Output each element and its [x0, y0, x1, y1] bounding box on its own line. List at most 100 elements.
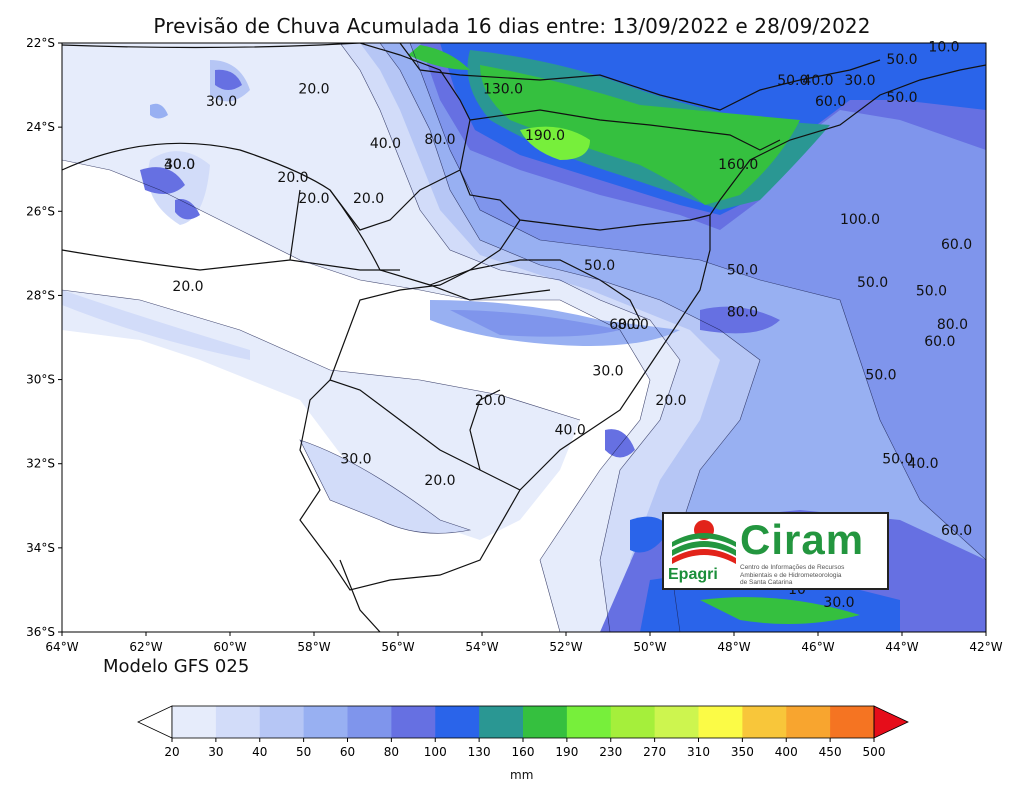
- lon-tick-label: 64°W: [45, 640, 78, 654]
- lon-tick-label: 48°W: [717, 640, 750, 654]
- colorbar-bin: [830, 706, 875, 738]
- colorbar-tick-label: 30: [208, 745, 223, 759]
- subtitle-line: Ambientais e de Hidrometeorologia: [740, 571, 842, 579]
- lon-tick-label: 50°W: [633, 640, 666, 654]
- colorbar-bin: [654, 706, 699, 738]
- colorbar-tick-label: 60: [340, 745, 355, 759]
- colorbar-bin: [391, 706, 436, 738]
- colorbar-bin: [172, 706, 217, 738]
- epagri-emblem-icon: [672, 520, 736, 564]
- colorbar-tick-label: 400: [775, 745, 798, 759]
- lat-tick-label: 22°S: [26, 36, 55, 50]
- contour-label: 40.0: [370, 136, 401, 152]
- colorbar-tick-label: 40: [252, 745, 267, 759]
- lon-tick-label: 44°W: [885, 640, 918, 654]
- colorbar-bin: [566, 706, 612, 738]
- precipitation-field: [62, 43, 986, 632]
- colorbar-tick-label: 190: [555, 745, 578, 759]
- contour-label: 80.0: [424, 132, 455, 148]
- lat-tick-label: 36°S: [26, 625, 55, 639]
- contour-label: 40.0: [907, 456, 938, 472]
- contour-label: 160.0: [718, 157, 758, 173]
- contour-label: 20.0: [298, 191, 329, 207]
- colorbar-tick-label: 350: [731, 745, 754, 759]
- model-label: Modelo GFS 025: [103, 656, 250, 677]
- lon-tick-label: 56°W: [381, 640, 414, 654]
- lon-tick-label: 42°W: [969, 640, 1002, 654]
- contour-label: 50.0: [584, 258, 615, 274]
- contour-label: 80.0: [937, 317, 968, 333]
- contour-label: 20.0: [655, 393, 686, 409]
- lon-tick-label: 60°W: [213, 640, 246, 654]
- contour-label: 10.0: [928, 39, 959, 55]
- contour-label: 30.0: [206, 94, 237, 110]
- contour-label: 30.0: [340, 452, 371, 468]
- colorbar-tick-label: 270: [643, 745, 666, 759]
- contour-label: 50.0: [727, 262, 758, 278]
- colorbar-bin: [610, 706, 656, 738]
- contour-label: 190.0: [525, 128, 565, 144]
- longitude-axis: 64°W 62°W 60°W 58°W 56°W 54°W 52°W 50°W 48°W 46°W…: [45, 632, 1003, 654]
- colorbar-tick-label: 50: [296, 745, 311, 759]
- colorbar-bin: [435, 706, 480, 738]
- colorbar-bin: [303, 706, 348, 738]
- contour-label: 50.0: [882, 452, 913, 468]
- lon-tick-label: 46°W: [801, 640, 834, 654]
- colorbar-bin: [259, 706, 305, 738]
- colorbar-tick-label: 130: [468, 745, 491, 759]
- colorbar: 20 30 40 50 60 80 100 130 160 190 230 270 310 350 400 4…: [137, 705, 909, 759]
- contour-label: 40.0: [802, 73, 833, 89]
- lat-tick-label: 28°S: [26, 288, 55, 302]
- contour-lines: [62, 43, 986, 632]
- contour-label: 20.0: [424, 473, 455, 489]
- contour-label: 80.0: [727, 304, 758, 320]
- lat-tick-label: 24°S: [26, 120, 55, 134]
- colorbar-bin: [347, 706, 392, 738]
- contour-label: 50.0: [886, 52, 917, 68]
- colorbar-bin: [479, 706, 524, 738]
- contour-label: 30.0: [844, 73, 875, 89]
- contour-label: 30.0: [592, 363, 623, 379]
- colorbar-bin: [742, 706, 787, 738]
- lat-tick-label: 30°S: [26, 373, 55, 387]
- subtitle-line: de Santa Catarina: [740, 579, 793, 586]
- contour-label: 50.0: [886, 90, 917, 106]
- contour-label: 100.0: [840, 212, 880, 228]
- colorbar-tick-label: 100: [424, 745, 447, 759]
- contour-label: 80.0: [618, 317, 649, 333]
- lat-tick-label: 34°S: [26, 541, 55, 555]
- colorbar-tick-label: 500: [863, 745, 886, 759]
- colorbar-tick-label: 310: [687, 745, 710, 759]
- colorbar-tick-label: 160: [512, 745, 535, 759]
- contour-label: 40.0: [164, 157, 195, 173]
- lon-tick-label: 54°W: [465, 640, 498, 654]
- epagri-wordmark: Epagri: [668, 566, 718, 583]
- contour-label: 50.0: [916, 283, 947, 299]
- contour-label: 60.0: [609, 317, 640, 333]
- colorbar-bin: [523, 706, 568, 738]
- lon-tick-label: 58°W: [297, 640, 330, 654]
- lat-tick-label: 32°S: [26, 457, 55, 471]
- lon-tick-label: 62°W: [129, 640, 162, 654]
- colorbar-tick-label: 450: [819, 745, 842, 759]
- colorbar-bin: [698, 706, 743, 738]
- political-boundaries: [62, 43, 986, 632]
- colorbar-bin: [215, 706, 261, 738]
- colorbar-under-arrow: [137, 705, 173, 739]
- contour-label: 60.0: [941, 523, 972, 539]
- colorbar-tick-label: 80: [384, 745, 399, 759]
- contour-label: 20.0: [475, 393, 506, 409]
- contour-label: 30.0: [823, 595, 854, 611]
- subtitle-line: Centro de Informações de Recursos: [740, 564, 845, 571]
- contour-label: 50.0: [857, 275, 888, 291]
- contour-label: 60.0: [924, 334, 955, 350]
- contour-label: 20.0: [277, 170, 308, 186]
- lon-tick-label: 52°W: [549, 640, 582, 654]
- contour-label: 20.0: [353, 191, 384, 207]
- lat-tick-label: 26°S: [26, 204, 55, 218]
- contour-label: 60.0: [941, 237, 972, 253]
- colorbar-tick-label: 20: [164, 745, 179, 759]
- contour-label: 30.0: [164, 157, 195, 173]
- colorbar-over-arrow: [873, 705, 909, 739]
- contour-label: 20.0: [298, 81, 329, 97]
